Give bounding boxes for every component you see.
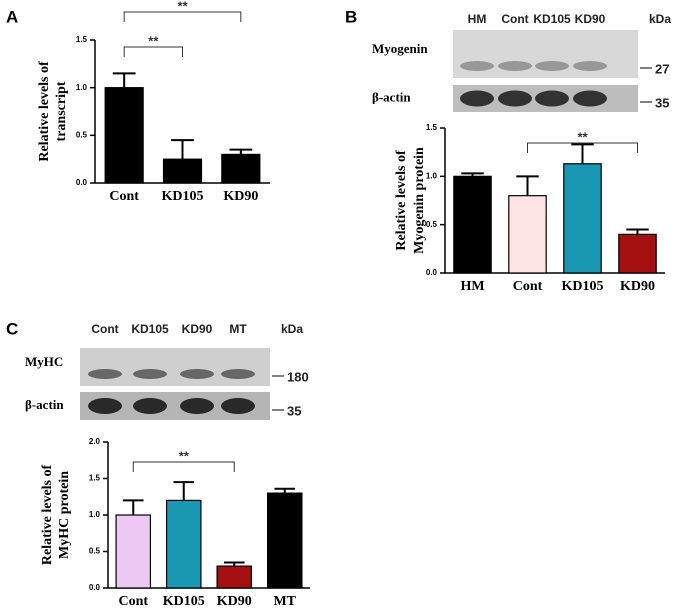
y-axis-label: Relative levels of (394, 150, 409, 251)
marker-label: 27 (655, 61, 669, 76)
x-tick-label: KD105 (163, 594, 205, 609)
marker-label: 35 (655, 95, 669, 110)
x-tick-label: KD105 (162, 189, 204, 204)
y-tick-label: 0.0 (89, 583, 101, 592)
y-axis-label: Relative levels of (40, 465, 55, 566)
significance-label: ** (177, 0, 188, 13)
kda-label: kDa (649, 12, 671, 26)
blot-band (133, 398, 167, 414)
y-tick-label: 0.5 (426, 220, 438, 229)
y-tick-label: 1.0 (426, 171, 438, 180)
lane-label: KD90 (575, 12, 606, 26)
bar (508, 195, 547, 274)
blot-band (460, 61, 494, 71)
significance-bracket (123, 11, 242, 22)
x-tick-label: KD105 (562, 279, 604, 294)
y-tick-label: 1.5 (89, 474, 101, 483)
bar (453, 175, 492, 274)
panel-letter: A (6, 7, 18, 26)
blot-strip (453, 30, 638, 78)
y-axis-label: Relative levels of (37, 61, 52, 162)
blot-band (88, 398, 122, 414)
blot-band (573, 90, 607, 107)
bar (563, 163, 602, 274)
row-label: MyHC (25, 354, 63, 369)
x-tick-label: KD90 (217, 594, 252, 609)
x-tick-label: Cont (513, 279, 543, 294)
x-tick-label: KD90 (620, 279, 655, 294)
y-tick-label: 2.0 (89, 437, 101, 446)
y-axis-label: Myogenin protein (412, 147, 427, 254)
lane-label: KD90 (182, 322, 213, 336)
significance-label: ** (148, 33, 159, 48)
marker-label: 35 (287, 403, 301, 418)
blot-band (498, 90, 532, 107)
kda-label: kDa (281, 322, 303, 336)
bar (165, 499, 202, 589)
y-tick-label: 1.5 (426, 123, 438, 132)
x-tick-label: HM (460, 279, 484, 294)
bar (115, 514, 152, 589)
x-tick-label: Cont (118, 594, 148, 609)
y-tick-label: 1.0 (76, 83, 88, 92)
panel-letter: C (6, 319, 18, 338)
row-label: Myogenin (372, 41, 428, 56)
y-tick-label: 1.0 (89, 510, 101, 519)
y-tick-label: 0.0 (76, 178, 88, 187)
significance-label: ** (179, 448, 190, 463)
blot-strip (80, 348, 270, 386)
blot-band (498, 61, 532, 71)
bar (266, 492, 303, 589)
bar (618, 233, 657, 274)
lane-label: KD105 (533, 12, 571, 26)
y-tick-label: 0.5 (89, 547, 101, 556)
y-tick-label: 0.5 (76, 130, 88, 139)
marker-label: 180 (287, 369, 309, 384)
y-axis-label: transcript (54, 81, 69, 141)
panel-letter: B (345, 7, 357, 26)
blot-band (133, 369, 167, 379)
y-tick-label: 1.5 (76, 35, 88, 44)
bar (221, 153, 261, 184)
significance-bracket (123, 46, 183, 57)
significance-bracket (132, 461, 235, 472)
lane-label: HM (468, 12, 487, 26)
blot-band (535, 90, 569, 107)
bar (216, 565, 253, 589)
blot-band (460, 90, 494, 107)
y-tick-label: 0.0 (426, 268, 438, 277)
lane-label: Cont (91, 322, 118, 336)
bar (104, 87, 144, 184)
x-tick-label: KD90 (223, 189, 258, 204)
row-label: β-actin (25, 397, 64, 412)
blot-band (180, 398, 214, 414)
significance-label: ** (577, 129, 588, 144)
blot-band (221, 398, 255, 414)
x-tick-label: Cont (109, 189, 139, 204)
blot-band (180, 369, 214, 379)
bar (162, 158, 203, 184)
row-label: β-actin (372, 89, 411, 104)
blot-band (535, 61, 569, 71)
significance-bracket (527, 142, 638, 153)
blot-band (221, 369, 255, 379)
y-axis-label: MyHC protein (57, 471, 72, 559)
lane-label: MT (229, 322, 247, 336)
blot-band (88, 369, 122, 379)
x-tick-label: MT (273, 594, 296, 609)
blot-band (573, 61, 607, 71)
lane-label: KD105 (131, 322, 169, 336)
lane-label: Cont (501, 12, 528, 26)
